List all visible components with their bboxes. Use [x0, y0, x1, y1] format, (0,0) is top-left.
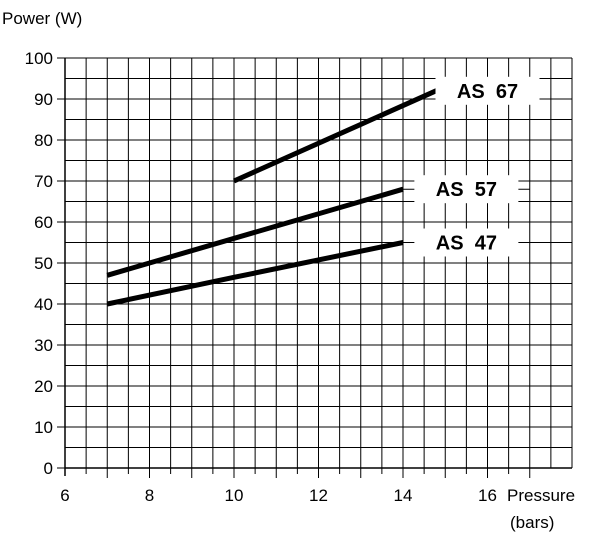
- x-axis-title-line-1: Pressure: [507, 486, 575, 505]
- y-tick-label: 70: [34, 172, 53, 191]
- series-label-as-57: AS 57: [414, 175, 519, 204]
- series-label-background: [414, 228, 519, 257]
- series-label-text: AS 57: [436, 179, 497, 201]
- x-tick-label: 16: [478, 486, 497, 505]
- series-label-text: AS 47: [436, 233, 497, 255]
- series-label-as-67: AS 67: [435, 76, 540, 105]
- series-labels: AS 67 AS 57 AS 47: [403, 76, 540, 257]
- y-tick-label: 80: [34, 131, 53, 150]
- x-tick-label: 8: [145, 486, 154, 505]
- y-tick-label: 60: [34, 213, 53, 232]
- tick-labels: 0 10 20 30 40 50 60 70 80 90 100 6 8 10 12 14 16: [25, 49, 497, 505]
- series-label-background: [414, 175, 519, 204]
- series-line-as-57: [106, 186, 404, 278]
- y-tick-label: 40: [34, 295, 53, 314]
- axes: [57, 57, 572, 478]
- series-label-as-47: AS 47: [414, 228, 519, 257]
- y-tick-label: 100: [25, 49, 53, 68]
- y-tick-label: 0: [44, 459, 53, 478]
- series-label-background: [435, 76, 540, 105]
- y-tick-label: 90: [34, 90, 53, 109]
- y-tick-label: 20: [34, 377, 53, 396]
- y-tick-label: 30: [34, 336, 53, 355]
- series-lines: [106, 84, 447, 307]
- x-tick-label: 10: [225, 486, 244, 505]
- x-tick-label: 12: [309, 486, 328, 505]
- y-tick-label: 10: [34, 418, 53, 437]
- x-tick-label: 14: [394, 486, 413, 505]
- series-line-as-47: [106, 240, 404, 307]
- y-tick-label: 50: [34, 254, 53, 273]
- x-tick-label: 6: [60, 486, 69, 505]
- y-axis-title: Power (W): [2, 9, 82, 28]
- x-axis-title-line-2: (bars): [510, 513, 554, 532]
- series-label-text: AS 67: [457, 81, 518, 103]
- series-line-as-67: [232, 84, 447, 184]
